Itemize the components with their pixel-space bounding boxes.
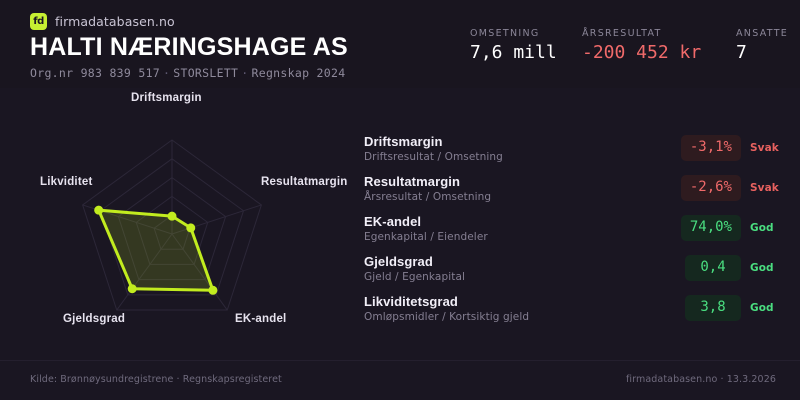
header: fd firmadatabasen.no HALTI NÆRINGSHAGE A… xyxy=(0,0,800,88)
brand-name: firmadatabasen.no xyxy=(55,14,175,29)
metric-name: Resultatmargin xyxy=(364,173,461,189)
kpi-arsresultat-label: ÅRSRESULTAT xyxy=(582,28,662,39)
kpi-ansatte-label: ANSATTE xyxy=(736,28,789,39)
radar-axis-label-driftsmargin: Driftsmargin xyxy=(131,92,202,104)
company-city: STORSLETT xyxy=(173,66,239,80)
metric-formula: Årsresultat / Omsetning xyxy=(364,190,492,203)
metric-name: Gjeldsgrad xyxy=(364,253,433,269)
radar-axis-label-resultatmargin: Resultatmargin xyxy=(261,176,348,188)
metrics-list: Driftsmargin Driftsresultat / Omsetning … xyxy=(364,128,784,328)
meta-separator-1: · xyxy=(163,66,171,80)
metric-row-gjeldsgrad: Gjeldsgrad Gjeld / Egenkapital 0,4 God xyxy=(364,248,784,288)
metric-value-chip: -2,6% xyxy=(680,175,741,201)
radar-axis-label-ek-andel: EK-andel xyxy=(235,313,287,325)
footer-source: Kilde: Brønnøysundregistrene · Regnskaps… xyxy=(30,374,282,385)
radar-grid xyxy=(82,139,262,311)
kpi-omsetning-value: 7,6 mill xyxy=(470,42,557,63)
kpi-ansatte-value: 7 xyxy=(736,42,747,63)
metric-row-likviditetsgrad: Likviditetsgrad Omløpsmidler / Kortsikti… xyxy=(364,288,784,328)
radar-data-points xyxy=(94,205,218,295)
metric-right: 74,0% God xyxy=(680,215,784,241)
radar-point-driftsmargin xyxy=(167,211,177,221)
kpi-arsresultat: ÅRSRESULTAT -200 452 kr xyxy=(582,28,736,62)
kpi-arsresultat-value: -200 452 kr xyxy=(582,42,702,63)
metric-value-chip: 3,8 xyxy=(685,295,741,321)
footer-divider xyxy=(0,360,800,361)
metric-row-ek-andel: EK-andel Egenkapital / Eiendeler 74,0% G… xyxy=(364,208,784,248)
status-badge: God xyxy=(750,302,774,314)
metric-texts: Resultatmargin Årsresultat / Omsetning xyxy=(364,174,681,203)
accounting-year: Regnskap 2024 xyxy=(251,66,346,80)
metric-texts: Gjeldsgrad Gjeld / Egenkapital xyxy=(364,254,685,283)
metric-row-resultatmargin: Resultatmargin Årsresultat / Omsetning -… xyxy=(364,168,784,208)
kpi-omsetning-label: OMSETNING xyxy=(470,28,540,39)
radar-point-resultatmargin xyxy=(186,223,196,233)
metric-right: -2,6% Svak xyxy=(680,175,784,201)
status-badge: Svak xyxy=(750,142,779,154)
radar-chart: Driftsmargin Resultatmargin EK-andel Gje… xyxy=(0,88,355,358)
metric-right: 0,4 God xyxy=(685,255,784,281)
meta-separator-2: · xyxy=(241,66,249,80)
footer-site-date: firmadatabasen.no · 13.3.2026 xyxy=(625,374,776,385)
radar-axis-label-gjeldsgrad: Gjeldsgrad xyxy=(63,313,126,325)
company-meta: Org.nr 983 839 517 · STORSLETT · Regnskap 20… xyxy=(30,66,345,80)
status-badge: God xyxy=(750,222,774,234)
kpi-omsetning: OMSETNING 7,6 mill xyxy=(470,28,582,62)
metric-value-chip: 74,0% xyxy=(680,215,741,241)
metric-right: 3,8 God xyxy=(685,295,784,321)
status-badge: God xyxy=(750,262,774,274)
radar-svg xyxy=(82,139,262,311)
metric-formula: Driftsresultat / Omsetning xyxy=(364,150,503,163)
metric-name: Likviditetsgrad xyxy=(364,293,458,309)
metric-texts: EK-andel Egenkapital / Eiendeler xyxy=(364,214,681,243)
radar-series-area xyxy=(97,208,215,292)
metric-formula: Egenkapital / Eiendeler xyxy=(364,230,488,243)
metric-value-chip: 0,4 xyxy=(685,255,741,281)
radar-point-gjeldsgrad xyxy=(127,284,137,294)
metric-right: -3,1% Svak xyxy=(680,135,784,161)
status-badge: Svak xyxy=(750,182,779,194)
metric-texts: Likviditetsgrad Omløpsmidler / Kortsikti… xyxy=(364,294,685,323)
metric-value-chip: -3,1% xyxy=(680,135,741,161)
radar-point-ek-andel xyxy=(208,285,218,295)
kpi-ansatte: ANSATTE 7 xyxy=(736,28,789,63)
brand[interactable]: fd firmadatabasen.no xyxy=(30,13,175,30)
metric-texts: Driftsmargin Driftsresultat / Omsetning xyxy=(364,134,681,163)
firmadatabasen-logo-icon: fd xyxy=(30,13,47,30)
page-title: HALTI NÆRINGSHAGE AS xyxy=(30,33,348,61)
radar-point-likviditet xyxy=(94,205,104,215)
metric-name: EK-andel xyxy=(364,213,422,229)
metric-name: Driftsmargin xyxy=(364,133,443,149)
org-number: Org.nr 983 839 517 xyxy=(30,66,161,80)
radar-axis-label-likviditet: Likviditet xyxy=(40,176,93,188)
kpi-group: OMSETNING 7,6 mill ÅRSRESULTAT -200 452 … xyxy=(470,28,789,63)
metric-formula: Omløpsmidler / Kortsiktig gjeld xyxy=(364,310,530,323)
metric-formula: Gjeld / Egenkapital xyxy=(364,270,466,283)
metric-row-driftsmargin: Driftsmargin Driftsresultat / Omsetning … xyxy=(364,128,784,168)
